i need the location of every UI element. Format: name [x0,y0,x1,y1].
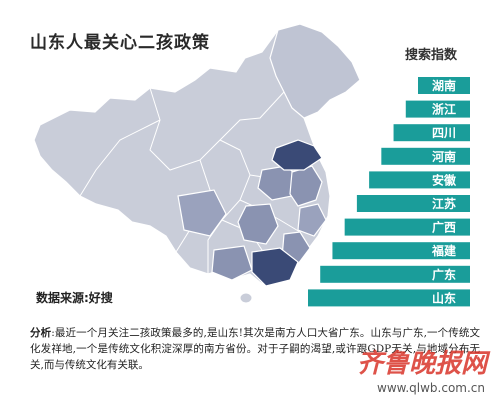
chart-title: 山东人最关心二孩政策 [30,33,210,53]
bar-0 [418,77,470,94]
map-shandong [271,139,323,171]
map-hainan [239,292,253,304]
watermark-url: www.qlwb.com.cn [377,381,485,395]
analysis-paragraph: 分析:最近一个月关注二孩政策最多的,是山东!其次是南方人口大省广东。山东与广东,… [30,325,480,373]
index-label: 搜索指数 [405,48,458,63]
map-hunan [237,203,279,245]
bar-label-7: 福建 [431,243,457,258]
analysis-lead: 分析 [30,327,52,339]
bar-5 [356,195,470,212]
bar-1 [405,100,470,118]
bar-4 [369,171,470,189]
map-northeast [269,23,361,119]
bar-label-3: 河南 [431,149,456,164]
bar-7 [332,242,470,260]
map-guangdong [251,247,299,287]
bar-2 [393,124,470,142]
bar-9 [308,289,470,307]
bar-label-4: 安徽 [432,172,457,187]
map-guangxi [211,245,253,281]
map-sichuan [177,189,227,237]
bar-label-1: 浙江 [432,102,456,117]
watermark-logo: 齐鲁晚报网 [356,349,487,379]
bar-label-9: 山东 [432,290,456,305]
map-anhui-jiangsu [289,165,323,207]
bar-label-2: 四川 [432,126,456,140]
analysis-text: :最近一个月关注二孩政策最多的,是山东!其次是南方人口大省广东。山东与广东,一个… [30,327,480,371]
bar-label-6: 广西 [432,220,456,235]
bar-8 [320,265,470,283]
data-source: 数据来源:好搜 [36,291,113,305]
map-provinces [33,23,361,304]
bar-label-0: 湖南 [432,78,456,93]
bar-3 [381,147,470,165]
bar-label-8: 广东 [432,267,456,282]
bar-label-5: 江苏 [432,196,456,211]
bar-6 [344,218,470,236]
map-zhejiang [297,203,327,237]
